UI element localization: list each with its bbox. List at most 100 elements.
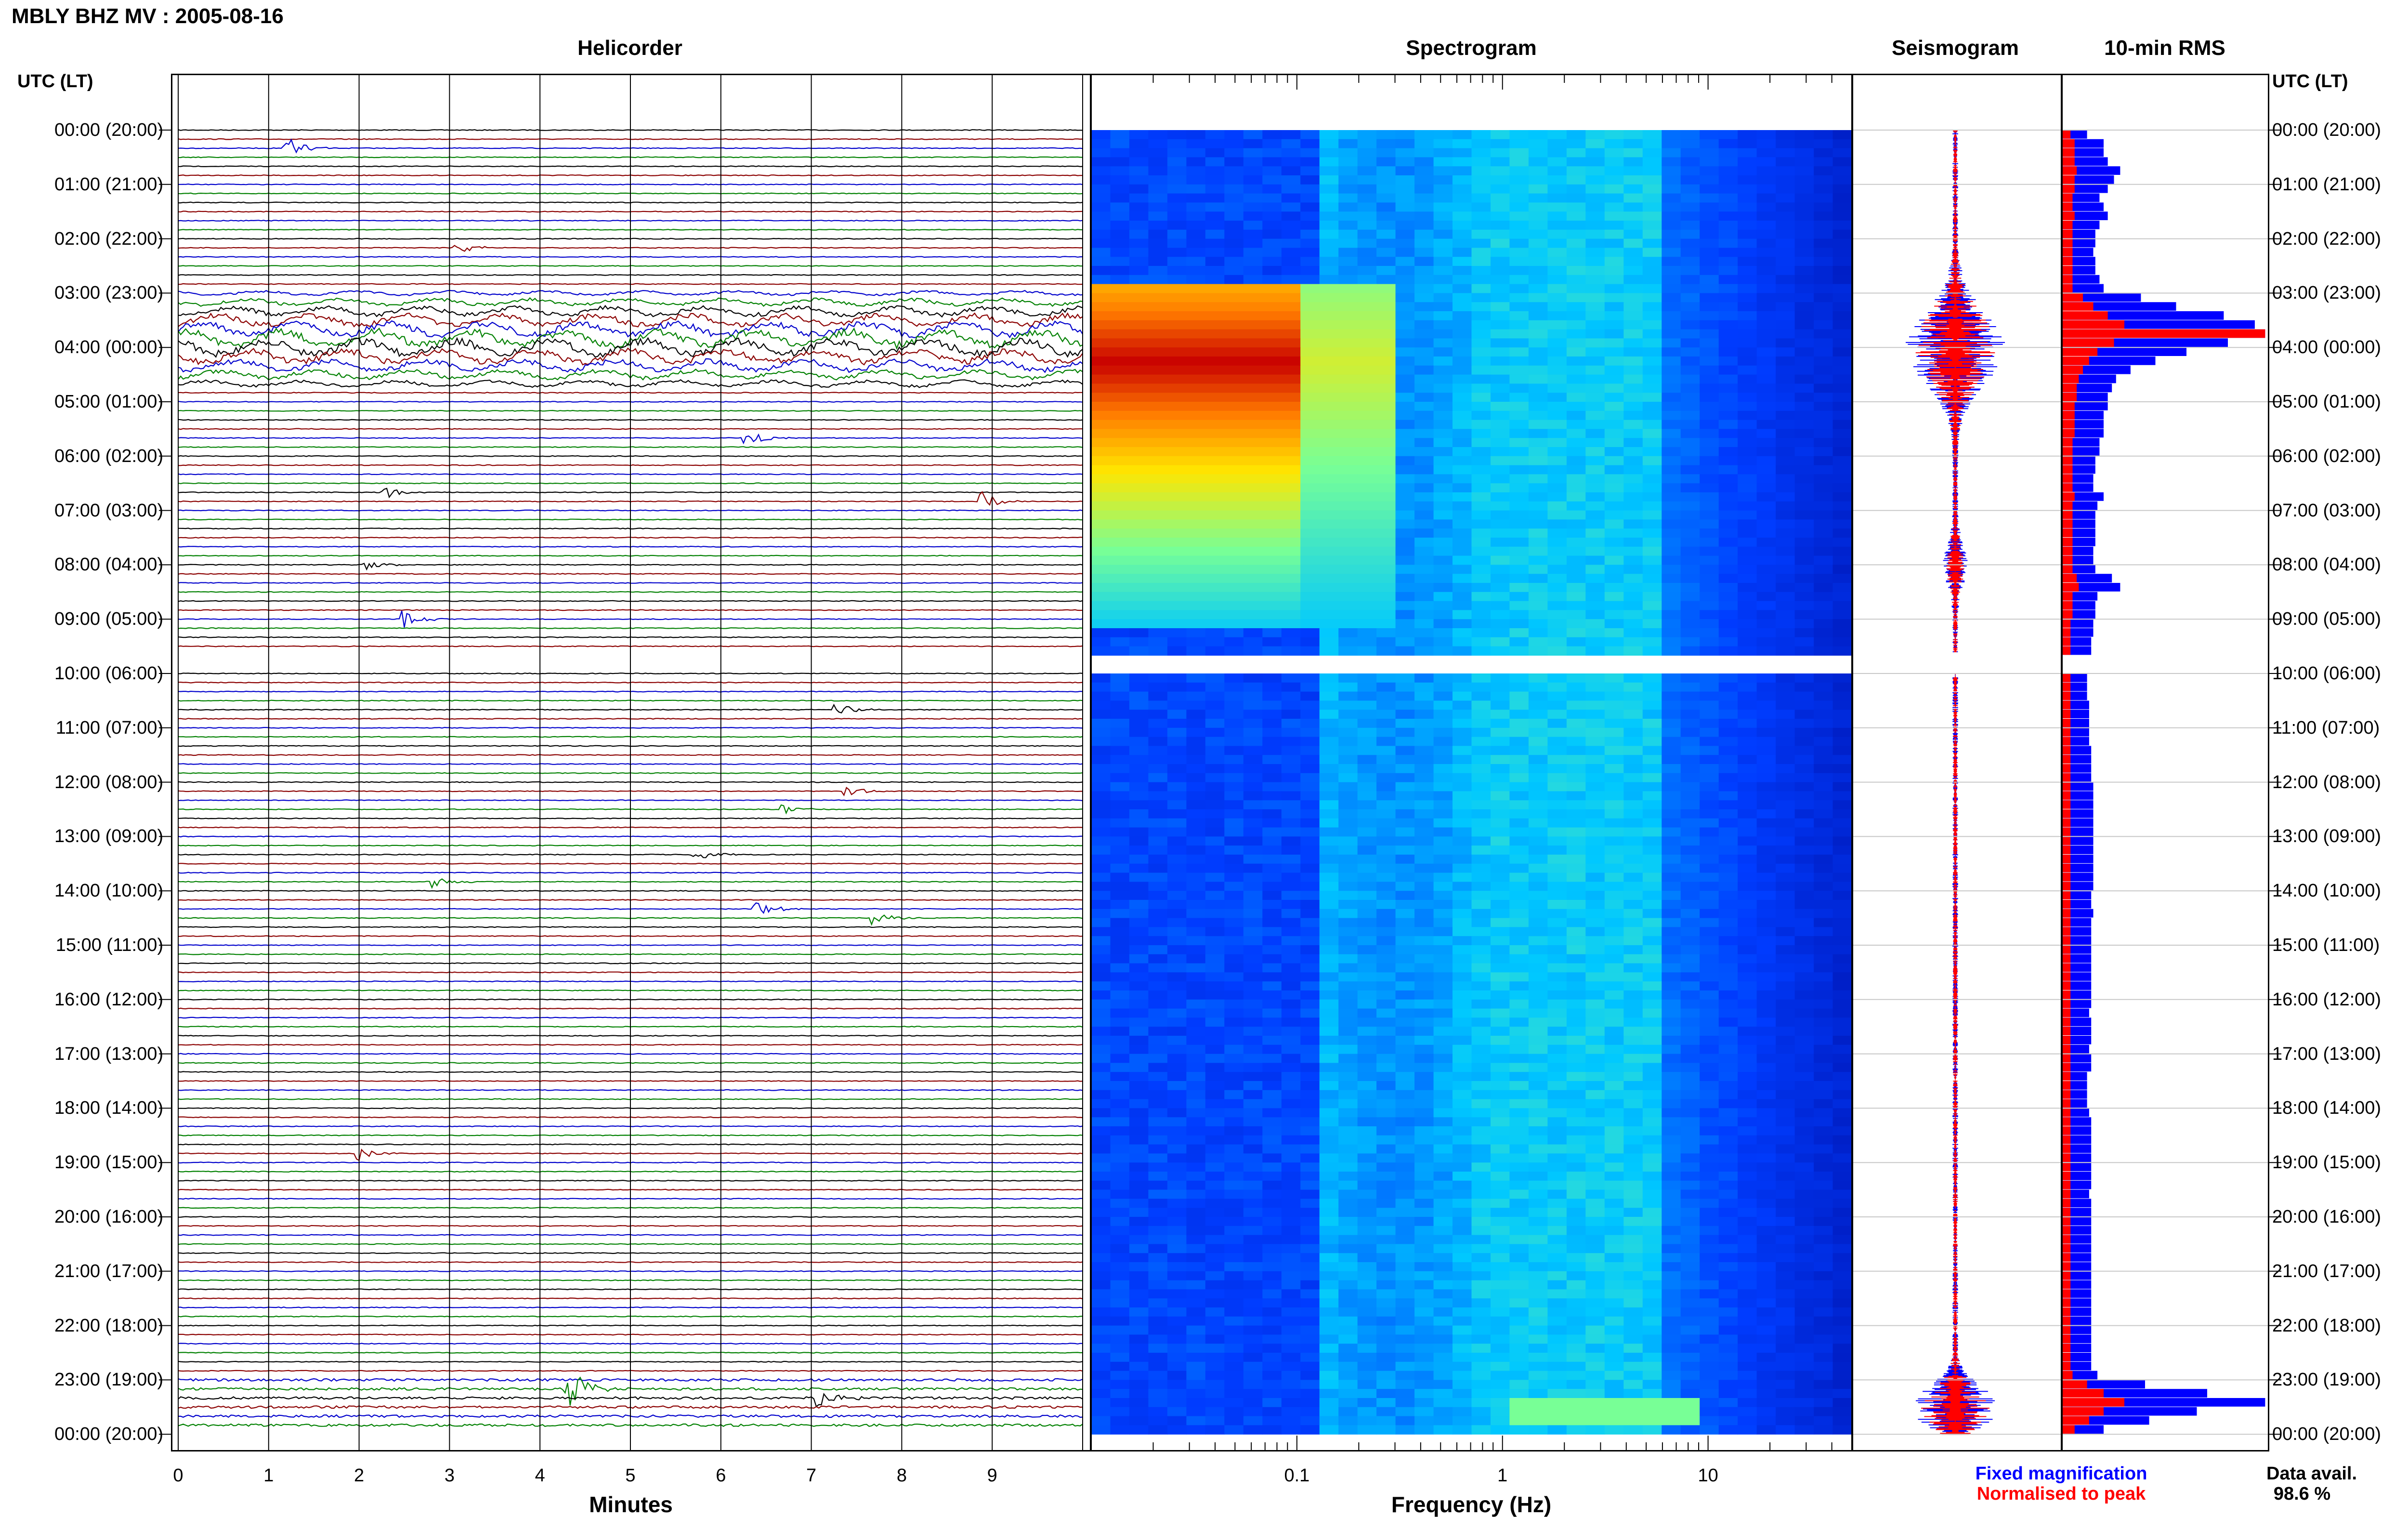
spectrogram-cell xyxy=(1414,800,1434,809)
spectrogram-cell xyxy=(1396,383,1415,393)
spectrogram-cell xyxy=(1814,855,1833,864)
spectrogram-cell xyxy=(1795,1126,1814,1135)
spectrogram-cell xyxy=(1091,1081,1111,1090)
spectrogram-cell xyxy=(1224,266,1243,275)
spectrogram-cell xyxy=(1167,1135,1187,1145)
spectrogram-cell xyxy=(1776,338,1795,347)
spectrogram-cell xyxy=(1738,773,1757,782)
spectrogram-cell xyxy=(1567,918,1586,927)
spectrogram-cell xyxy=(1700,257,1719,266)
spectrogram-cell xyxy=(1795,511,1814,520)
spectrogram-cell xyxy=(1091,202,1111,211)
spectrogram-cell xyxy=(1396,202,1415,211)
spectrogram-cell xyxy=(1338,1045,1358,1054)
spectrogram-cell xyxy=(1643,257,1662,266)
spectrogram-cell xyxy=(1396,936,1415,945)
spectrogram-cell xyxy=(1414,864,1434,873)
spectrogram-cell xyxy=(1662,574,1681,583)
spectrogram-cell xyxy=(1262,773,1282,782)
spectrogram-cell xyxy=(1776,556,1795,565)
spectrogram-cell xyxy=(1814,311,1833,320)
spectrogram-cell xyxy=(1795,818,1814,828)
spectrogram-cell xyxy=(1567,700,1586,710)
spectrogram-cell xyxy=(1091,429,1111,438)
spectrogram-cell xyxy=(1282,1099,1301,1108)
spectrogram-cell xyxy=(1509,474,1529,483)
spectrogram-cell xyxy=(1547,338,1567,347)
spectrogram-cell xyxy=(1605,1063,1624,1072)
spectrogram-cell xyxy=(1529,1072,1548,1081)
spectrogram-cell xyxy=(1300,1027,1320,1036)
spectrogram-cell xyxy=(1453,1036,1472,1045)
spectrogram-cell xyxy=(1376,465,1396,475)
spectrogram-cell xyxy=(1662,338,1681,347)
spectrogram-cell xyxy=(1243,230,1263,239)
spectrogram-cell xyxy=(1300,990,1320,1000)
spectrogram-cell xyxy=(1434,230,1453,239)
spectrogram-cell xyxy=(1623,556,1643,565)
spectrogram-cell xyxy=(1491,610,1510,619)
spectrogram-cell xyxy=(1757,700,1776,710)
spectrogram-cell xyxy=(1681,592,1700,601)
spectrogram-cell xyxy=(1224,845,1243,855)
spectrogram-cell xyxy=(1414,547,1434,556)
spectrogram-cell xyxy=(1776,963,1795,973)
spectrogram-cell xyxy=(1186,1099,1205,1108)
spectrogram-cell xyxy=(1605,1045,1624,1054)
spectrogram-cell xyxy=(1243,1145,1263,1154)
spectrogram-cell xyxy=(1243,592,1263,601)
spectrogram-cell xyxy=(1434,836,1453,845)
spectrogram-cell xyxy=(1434,791,1453,800)
spectrogram-cell xyxy=(1282,583,1301,592)
spectrogram-cell xyxy=(1795,411,1814,420)
spectrogram-cell xyxy=(1358,511,1377,520)
spectrogram-cell xyxy=(1833,366,1852,375)
spectrogram-cell xyxy=(1509,456,1529,465)
spectrogram-cell xyxy=(1129,1208,1149,1217)
spectrogram-cell xyxy=(1338,737,1358,746)
spectrogram-cell xyxy=(1738,275,1757,284)
spectrogram-cell xyxy=(1091,565,1111,574)
spectrogram-cell xyxy=(1453,411,1472,420)
spectrogram-cell xyxy=(1472,737,1491,746)
spectrogram-cell xyxy=(1833,710,1852,719)
spectrogram-cell xyxy=(1757,175,1776,185)
spectrogram-cell xyxy=(1738,230,1757,239)
spectrogram-cell xyxy=(1662,755,1681,764)
spectrogram-cell xyxy=(1795,1208,1814,1217)
spectrogram-cell xyxy=(1282,936,1301,945)
spectrogram-cell xyxy=(1434,1072,1453,1081)
spectrogram-cell xyxy=(1643,338,1662,347)
spectrogram-cell xyxy=(1509,501,1529,511)
spectrogram-cell xyxy=(1243,836,1263,845)
spectrogram-cell xyxy=(1434,1235,1453,1244)
spectrogram-cell xyxy=(1396,683,1415,692)
spectrogram-cell xyxy=(1623,1153,1643,1162)
spectrogram-cell xyxy=(1814,347,1833,356)
spectrogram-cell xyxy=(1129,284,1149,293)
spectrogram-cell xyxy=(1376,221,1396,230)
spectrogram-cell xyxy=(1338,954,1358,963)
spectrogram-cell xyxy=(1091,963,1111,973)
spectrogram-cell xyxy=(1186,981,1205,990)
spectrogram-cell xyxy=(1814,239,1833,248)
spectrogram-cell xyxy=(1111,628,1130,637)
spectrogram-cell xyxy=(1320,981,1339,990)
spectrogram-cell xyxy=(1129,746,1149,755)
spectrogram-cell xyxy=(1300,1235,1320,1244)
spectrogram-cell xyxy=(1148,900,1167,909)
spectrogram-cell xyxy=(1605,1153,1624,1162)
spectrogram-cell xyxy=(1738,1208,1757,1217)
spectrogram-cell xyxy=(1338,166,1358,175)
spectrogram-cell xyxy=(1472,1135,1491,1145)
spectrogram-cell xyxy=(1338,1090,1358,1099)
spectrogram-cell xyxy=(1567,293,1586,302)
spectrogram-cell xyxy=(1243,619,1263,628)
spectrogram-cell xyxy=(1643,583,1662,592)
spectrogram-cell xyxy=(1338,1135,1358,1145)
spectrogram-cell xyxy=(1300,1190,1320,1199)
spectrogram-cell xyxy=(1434,1199,1453,1208)
spectrogram-cell xyxy=(1091,818,1111,828)
spectrogram-cell xyxy=(1396,1081,1415,1090)
spectrogram-cell xyxy=(1567,175,1586,185)
